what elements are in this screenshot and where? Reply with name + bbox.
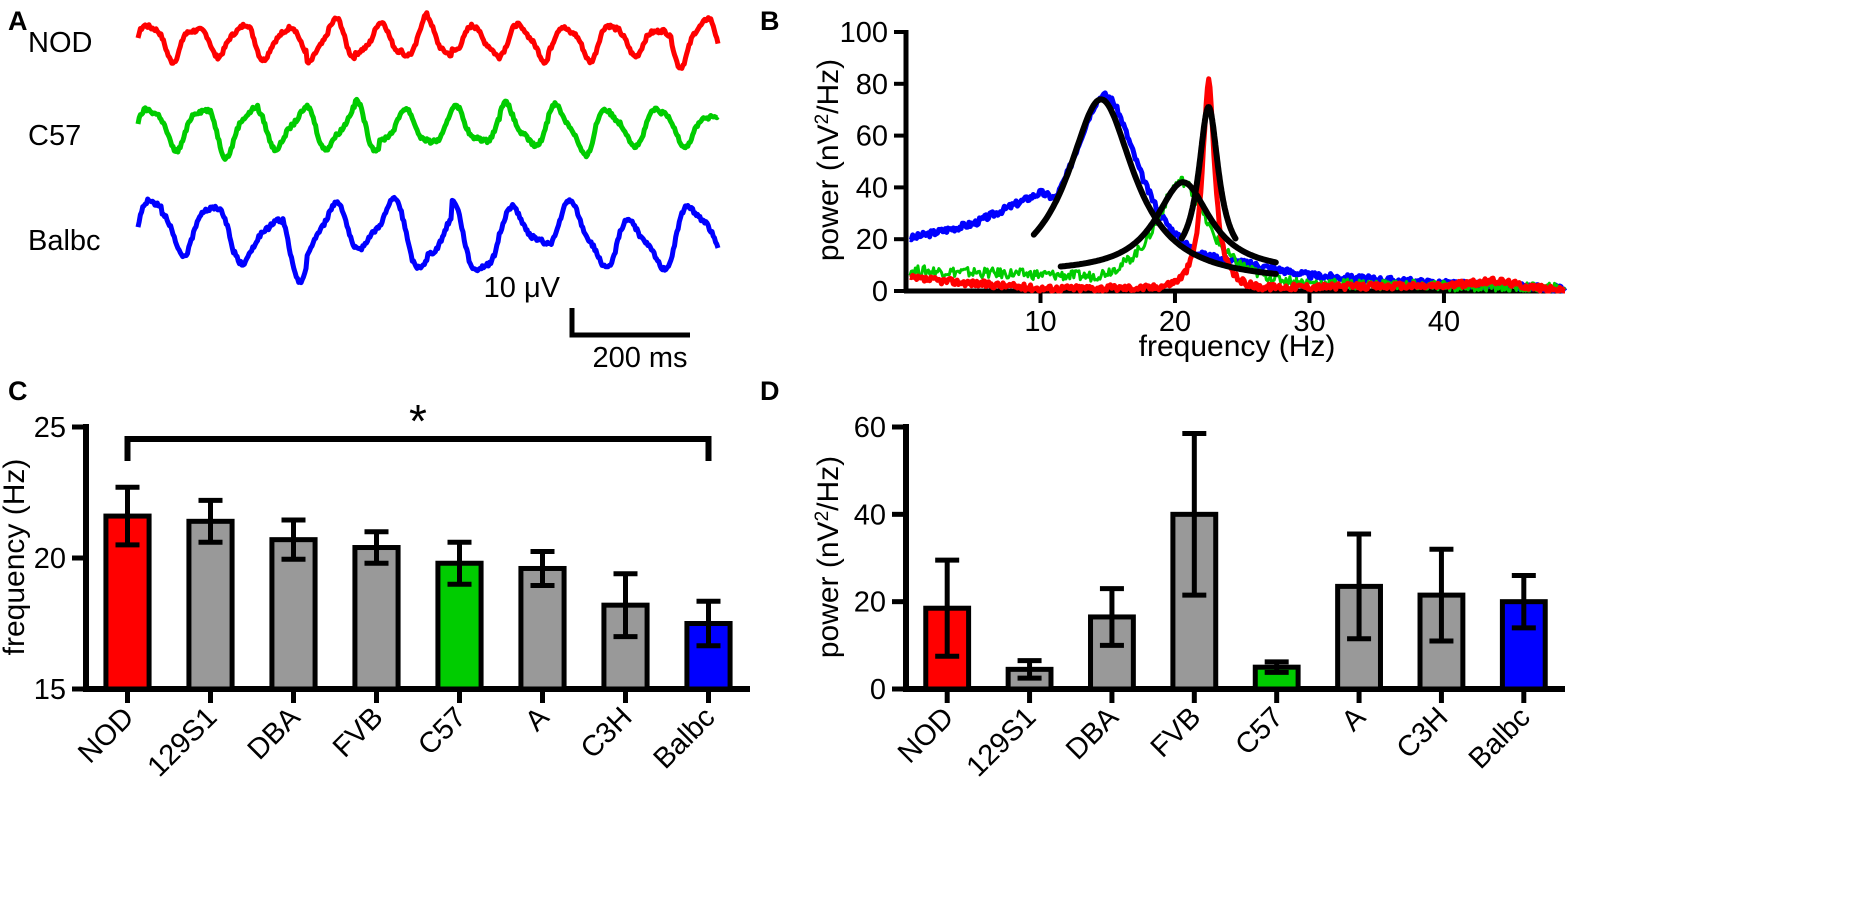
panel-label-b: B <box>760 6 780 36</box>
frequency-significance-star: * <box>409 395 427 447</box>
trace-label-c57: C57 <box>28 120 81 152</box>
trace-label-nod: NOD <box>28 27 92 59</box>
frequency-x-tick-label: Balbc <box>648 701 722 775</box>
power-y-tick-label: 60 <box>854 412 886 444</box>
power-x-tick-label: FVB <box>1145 701 1208 764</box>
spectrum-x-tick-label: 20 <box>1159 306 1191 338</box>
scale-bar-amplitude-label: 10 μV <box>484 272 561 304</box>
spectrum-y-tick-label: 60 <box>856 121 888 153</box>
frequency-x-tick-label: FVB <box>327 701 390 764</box>
spectrum-x-tick-label: 10 <box>1024 306 1056 338</box>
spectrum-series-nod <box>908 76 1567 294</box>
power-x-tick-label: 129S1 <box>961 701 1043 783</box>
trace-nod <box>135 10 721 71</box>
panel-d: D power (nV2/Hz) 0 20 40 60 NOD 129S1 DBA FVB C5… <box>760 376 1565 783</box>
frequency-bar-fvb <box>352 545 401 692</box>
spectrum-fit-2 <box>1178 104 1239 242</box>
spectrum-y-tick-label: 80 <box>856 69 888 101</box>
frequency-x-tick-label: NOD <box>72 701 140 769</box>
power-x-tick-label: C57 <box>1229 701 1289 761</box>
frequency-y-axis-label: frequency (Hz) <box>0 459 31 656</box>
power-x-tick-label: Balbc <box>1463 701 1537 775</box>
frequency-y-tick-label: 25 <box>34 412 66 444</box>
panel-b: B power (nV2/Hz) frequency (Hz) 0 20 40 60 8… <box>760 6 1568 363</box>
panel-label-a: A <box>8 6 28 36</box>
power-y-axis-label: power (nV2/Hz) <box>812 456 845 658</box>
frequency-x-tick-label: DBA <box>242 701 307 766</box>
power-y-tick-label: 0 <box>870 674 886 706</box>
power-x-tick-label: DBA <box>1060 701 1125 766</box>
frequency-x-tick-label: A <box>519 701 556 738</box>
panel-label-c: C <box>8 376 28 406</box>
frequency-x-tick-label: C57 <box>412 701 472 761</box>
frequency-x-tick-label: 129S1 <box>142 701 224 783</box>
spectrum-x-tick-label: 40 <box>1428 306 1460 338</box>
spectrum-y-tick-label: 20 <box>856 224 888 256</box>
power-x-tick-label: NOD <box>892 701 960 769</box>
panel-a: A NOD C57 Balbc 10 μV 200 ms <box>8 6 721 374</box>
spectrum-x-axis-label: frequency (Hz) <box>1139 330 1336 363</box>
power-x-tick-label: A <box>1336 701 1373 738</box>
spectrum-y-tick-label: 100 <box>840 17 888 49</box>
spectrum-fit-1 <box>1057 179 1279 270</box>
spectrum-y-axis-label: power (nV2/Hz) <box>812 59 845 261</box>
frequency-bar-dba <box>269 537 318 692</box>
power-y-tick-label: 40 <box>854 499 886 531</box>
power-x-tick-label: C3H <box>1391 701 1455 765</box>
spectrum-y-tick-label: 40 <box>856 172 888 204</box>
frequency-x-tick-label: C3H <box>575 701 639 765</box>
panel-label-d: D <box>760 376 780 406</box>
trace-label-balbc: Balbc <box>28 225 101 257</box>
panel-c: C frequency (Hz) 15 20 25 NOD 129S1 DBA FVB C57… <box>0 376 750 783</box>
frequency-y-tick-label: 20 <box>34 543 66 575</box>
scale-bar-time-label: 200 ms <box>592 342 687 374</box>
trace-c57 <box>135 96 720 162</box>
spectrum-series-balbc <box>908 90 1568 294</box>
frequency-bar-129s1 <box>186 518 235 692</box>
power-y-tick-label: 20 <box>854 587 886 619</box>
frequency-significance-bracket <box>124 436 712 461</box>
scale-bar <box>569 308 690 338</box>
frequency-y-tick-label: 15 <box>34 674 66 706</box>
spectrum-x-tick-label: 30 <box>1293 306 1325 338</box>
spectrum-y-tick-label: 0 <box>872 276 888 308</box>
trace-balbc <box>135 195 721 286</box>
